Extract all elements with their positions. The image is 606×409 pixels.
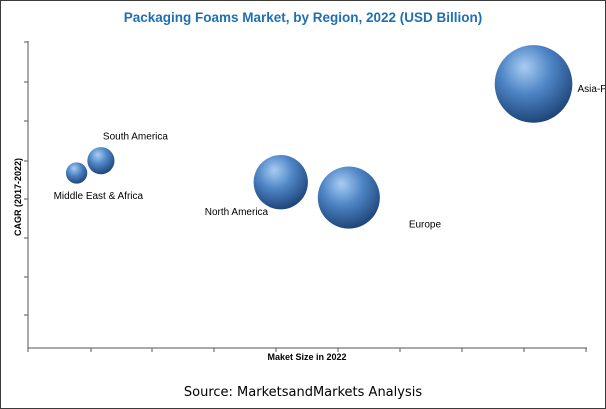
bubble-label: North America <box>205 207 269 218</box>
bubble-label: Asia-Pacific <box>578 84 605 95</box>
bubble-label: Middle East & Africa <box>54 191 144 202</box>
y-axis-title: CAGR (2017-2022) <box>13 158 23 236</box>
bubbles-layer <box>65 45 573 229</box>
bubble-europe <box>317 166 380 229</box>
bubble-label: Europe <box>409 220 442 231</box>
bubble-south-america <box>87 147 115 175</box>
chart-title: Packaging Foams Market, by Region, 2022 … <box>123 10 483 25</box>
bubble-middle-east-africa <box>65 162 88 184</box>
bubble-north-america <box>253 155 308 210</box>
axis-ticks <box>24 41 587 352</box>
bubble-label: South America <box>103 132 168 143</box>
x-axis-title: Maket Size in 2022 <box>267 352 346 362</box>
bubble-labels-layer: Middle East & Africa South America North A… <box>54 84 605 231</box>
source-note: Source: MarketsandMarkets Analysis <box>183 385 423 400</box>
bubble-asia-pacific <box>494 45 573 123</box>
